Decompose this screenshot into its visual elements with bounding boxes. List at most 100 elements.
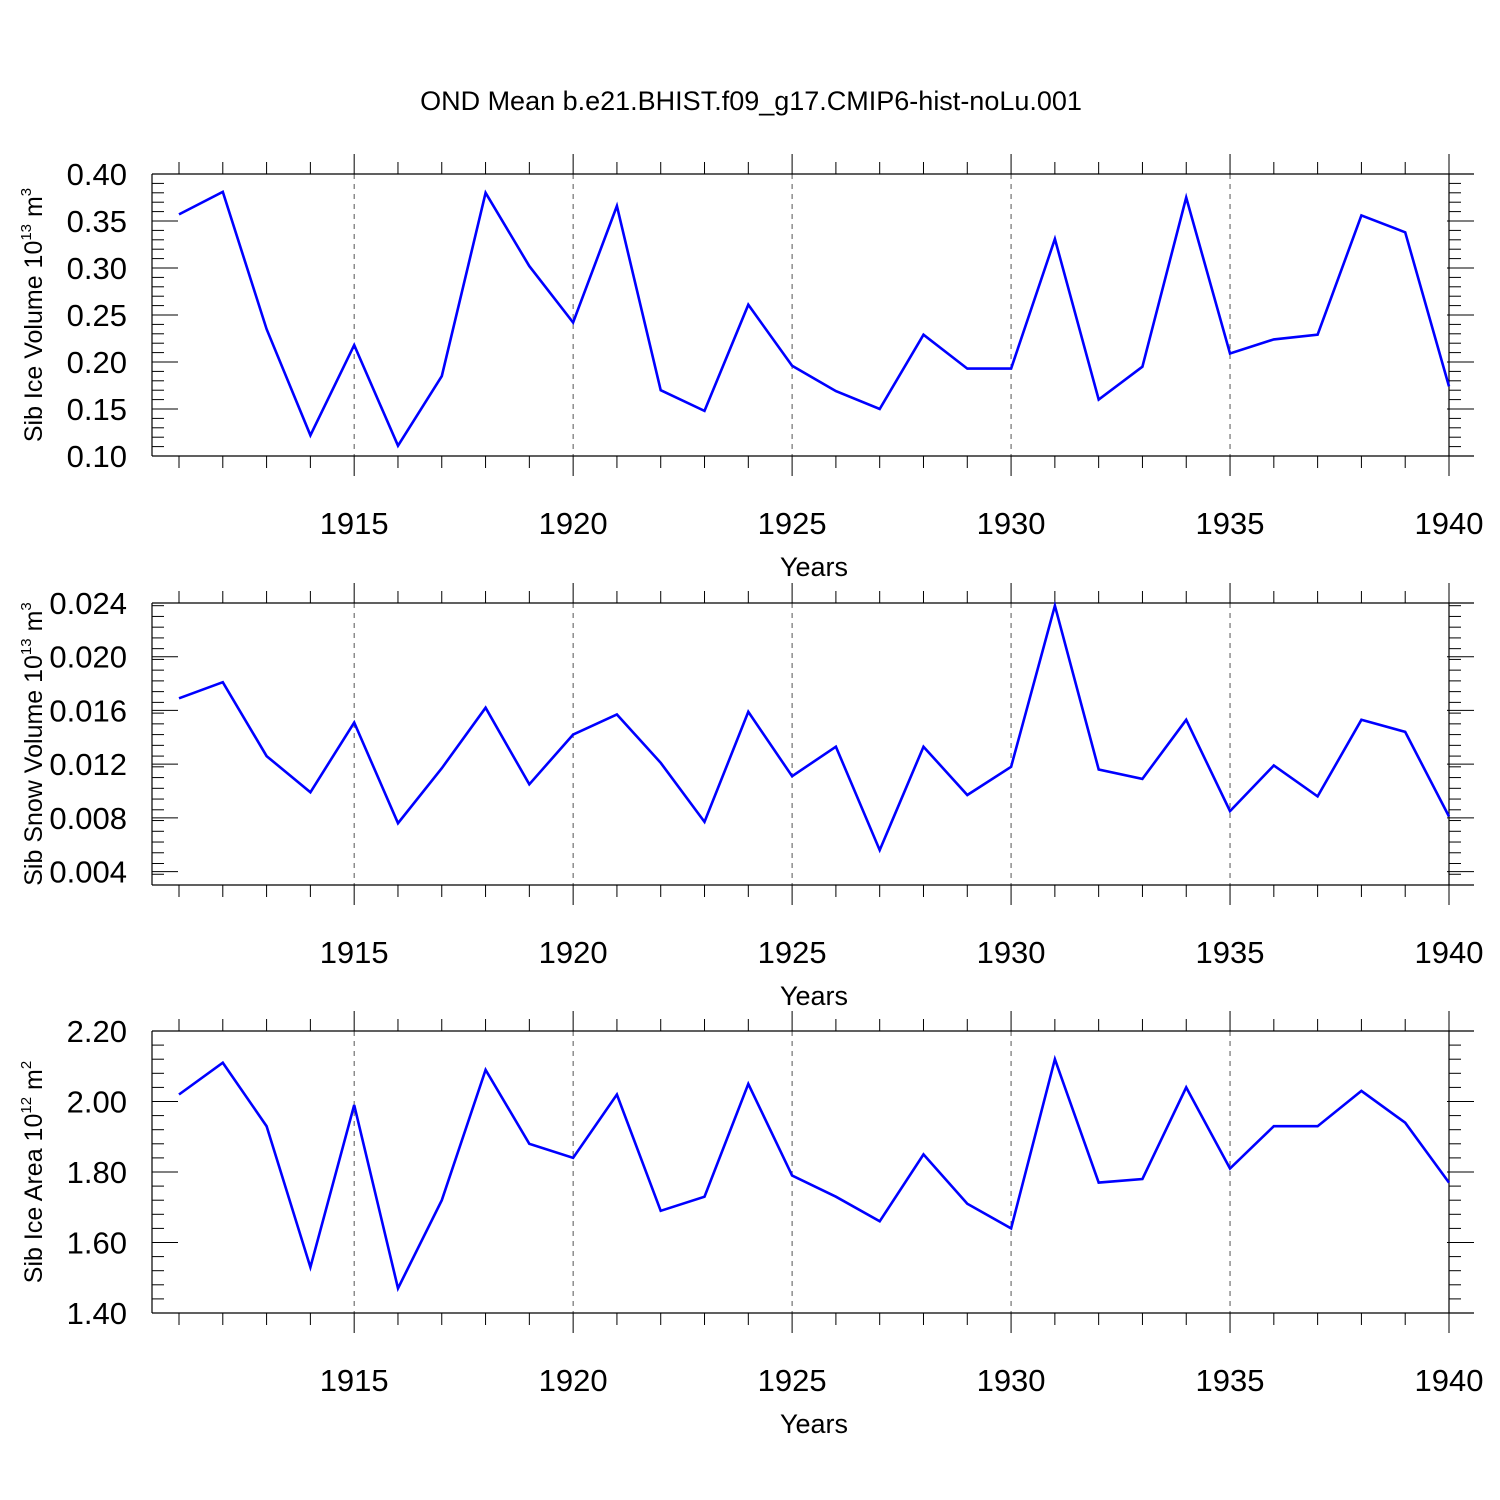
- data-point: [441, 767, 443, 769]
- data-point: [835, 1195, 837, 1197]
- data-point: [791, 365, 793, 367]
- chart-panel-3: 1.40 1.60 1.80 2.00 2.20 1915 1920 1925 1930 1935…: [18, 1011, 1483, 1439]
- data-point: [1229, 352, 1231, 354]
- y-tick-label: 0.35: [67, 204, 127, 239]
- y-tick-label: 0.30: [67, 251, 127, 286]
- data-point: [1316, 795, 1318, 797]
- data-point: [1229, 810, 1231, 812]
- data-point: [1404, 731, 1406, 733]
- x-tick-label: 1915: [320, 1363, 389, 1398]
- data-point: [1316, 1125, 1318, 1127]
- y-tick-label: 0.004: [49, 855, 127, 890]
- data-point: [1185, 196, 1187, 198]
- data-point: [1054, 238, 1056, 240]
- x-tick-label: 1925: [758, 1363, 827, 1398]
- y-tick-label: 0.10: [67, 439, 127, 474]
- y-axis-label: Sib Snow Volume 1013 m3: [18, 602, 48, 886]
- data-point: [791, 775, 793, 777]
- y-tick-label: 1.80: [67, 1155, 127, 1190]
- data-point: [397, 444, 399, 446]
- x-tick-label: 1935: [1196, 1363, 1265, 1398]
- data-point: [878, 408, 880, 410]
- data-point: [703, 1195, 705, 1197]
- data-point: [922, 1153, 924, 1155]
- data-point: [1273, 1125, 1275, 1127]
- x-axis-label: Years: [780, 1409, 848, 1439]
- data-point: [966, 794, 968, 796]
- y-axis-label: Sib Ice Volume 1013 m3: [18, 188, 48, 442]
- y-tick-label: 1.60: [67, 1226, 127, 1261]
- chart-panel-2: 0.004 0.008 0.012 0.016 0.020 0.024 1915 1920 19…: [18, 583, 1483, 1011]
- data-point: [1360, 1090, 1362, 1092]
- y-tick-label: 1.40: [67, 1296, 127, 1331]
- chart-panel-1: 0.10 0.15 0.20 0.25 0.30 0.35 0.40 1915 1920 1925…: [18, 154, 1483, 582]
- data-point: [966, 1203, 968, 1205]
- x-tick-label: 1940: [1415, 935, 1484, 970]
- data-point: [1360, 214, 1362, 216]
- x-tick-label: 1930: [977, 935, 1046, 970]
- x-axis-label: Years: [780, 981, 848, 1011]
- data-point: [441, 1199, 443, 1201]
- data-point: [265, 328, 267, 330]
- x-tick-label: 1930: [977, 1363, 1046, 1398]
- data-point: [703, 821, 705, 823]
- data-point: [353, 721, 355, 723]
- data-point: [353, 1104, 355, 1106]
- data-point: [1054, 1058, 1056, 1060]
- data-point: [747, 711, 749, 713]
- data-point: [1097, 768, 1099, 770]
- data-point: [265, 1125, 267, 1127]
- data-point: [222, 1062, 224, 1064]
- data-point: [1141, 366, 1143, 368]
- data-point: [660, 1210, 662, 1212]
- data-point: [309, 434, 311, 436]
- y-tick-label: 0.25: [67, 298, 127, 333]
- data-point: [309, 1266, 311, 1268]
- data-point: [265, 755, 267, 757]
- data-point: [309, 791, 311, 793]
- x-tick-label: 1935: [1196, 935, 1265, 970]
- data-point: [353, 344, 355, 346]
- x-tick-label: 1930: [977, 506, 1046, 541]
- data-point: [1010, 367, 1012, 369]
- x-tick-label: 1925: [758, 935, 827, 970]
- data-point: [703, 410, 705, 412]
- data-point: [1273, 764, 1275, 766]
- y-tick-label: 0.20: [67, 345, 127, 380]
- y-tick-label: 0.012: [49, 747, 127, 782]
- data-point: [616, 205, 618, 207]
- data-point: [1448, 385, 1450, 387]
- chart-title: OND Mean b.e21.BHIST.f09_g17.CMIP6-hist-…: [420, 86, 1082, 116]
- x-tick-label: 1915: [320, 506, 389, 541]
- data-point: [178, 213, 180, 215]
- x-tick-label: 1925: [758, 506, 827, 541]
- y-tick-label: 2.00: [67, 1085, 127, 1120]
- data-point: [1229, 1167, 1231, 1169]
- data-point: [1010, 766, 1012, 768]
- data-point: [1141, 1178, 1143, 1180]
- x-tick-label: 1940: [1415, 1363, 1484, 1398]
- data-point: [1097, 398, 1099, 400]
- y-tick-label: 0.016: [49, 693, 127, 728]
- data-point: [178, 697, 180, 699]
- data-point: [484, 707, 486, 709]
- data-point: [835, 390, 837, 392]
- y-tick-label: 2.20: [67, 1014, 127, 1049]
- data-series-line: [178, 189, 1451, 449]
- data-point: [878, 1220, 880, 1222]
- data-point: [1185, 719, 1187, 721]
- data-point: [791, 1174, 793, 1176]
- data-point: [835, 745, 837, 747]
- x-tick-label: 1920: [539, 935, 608, 970]
- data-point: [616, 1093, 618, 1095]
- y-tick-label: 0.024: [49, 586, 127, 621]
- data-point: [1404, 231, 1406, 233]
- data-point: [528, 783, 530, 785]
- data-point: [484, 192, 486, 194]
- x-tick-label: 1935: [1196, 506, 1265, 541]
- x-tick-label: 1920: [539, 1363, 608, 1398]
- y-tick-label: 0.020: [49, 640, 127, 675]
- data-point: [616, 713, 618, 715]
- data-point: [222, 191, 224, 193]
